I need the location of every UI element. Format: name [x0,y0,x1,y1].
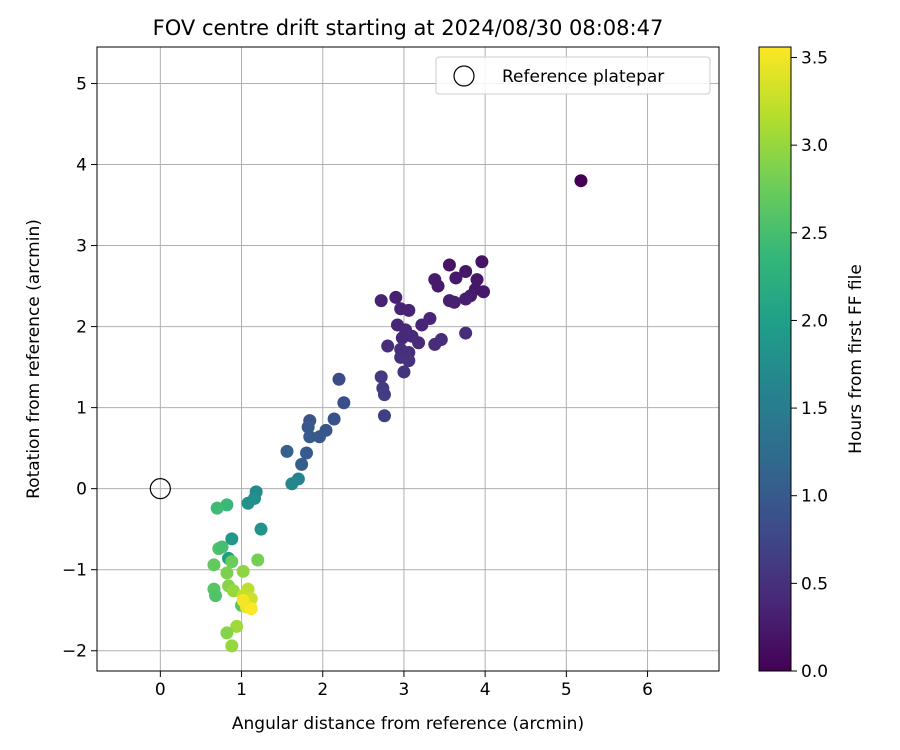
legend-marker-icon [453,65,475,87]
y-tick-label: 4 [76,156,87,176]
data-point [230,619,244,633]
legend: Reference platepar [435,56,711,95]
colorbar-label: Hours from first FF file [846,264,866,454]
data-point [402,354,416,368]
y-tick-label: 1 [76,399,87,419]
data-point [374,370,388,384]
data-point [475,255,489,269]
plot-frame [96,46,720,672]
data-point [470,273,484,287]
data-point [220,626,234,640]
colorbar-tick-label: 1.0 [801,487,828,507]
data-point [397,365,411,379]
data-point [225,555,239,569]
data-point [332,372,346,386]
y-tick-label: −2 [62,642,87,662]
data-point [244,602,258,616]
data-point [236,593,250,607]
x-tick-label: 0 [155,680,166,700]
colorbar [758,46,792,672]
x-tick-label: 5 [561,680,572,700]
data-point [236,564,250,578]
data-point [301,420,315,434]
data-point [459,326,473,340]
data-point [225,532,239,546]
data-point [381,339,395,353]
data-point [389,290,403,304]
reference-marker-group [149,478,171,500]
grid-lines [97,47,719,671]
data-point [415,318,429,332]
data-point [285,477,299,491]
legend-label: Reference platepar [502,67,664,87]
colorbar-tick-label: 2.5 [801,224,828,244]
data-point [215,540,229,554]
data-point [312,430,326,444]
data-point [254,522,268,536]
data-point [209,589,223,603]
data-point [431,279,445,293]
data-point [377,388,391,402]
data-point [395,331,409,345]
x-tick-label: 3 [399,680,410,700]
y-axis-ticks: −2 −1 0 1 2 3 4 5 [62,74,97,662]
data-point [374,294,388,308]
x-axis-label: Angular distance from reference (arcmin) [232,714,584,734]
chart-title: FOV centre drift starting at 2024/08/30 … [153,16,664,40]
x-tick-label: 1 [236,680,247,700]
x-axis-ticks: 0 1 2 3 4 5 6 [155,671,653,700]
data-point [210,501,224,515]
data-point [295,457,309,471]
data-point [299,446,313,460]
colorbar-ticks: 0.0 0.5 1.0 1.5 2.0 2.5 3.0 3.5 [791,49,828,682]
data-points [207,174,588,653]
data-point [434,333,448,347]
y-tick-label: 3 [76,237,87,257]
y-axis-label: Rotation from reference (arcmin) [24,219,44,499]
data-point [327,412,341,426]
data-point [207,558,221,572]
data-point [574,174,588,188]
colorbar-tick-label: 2.0 [801,311,828,331]
y-tick-label: 2 [76,318,87,338]
colorbar-tick-label: 3.5 [801,49,828,69]
x-tick-label: 4 [480,680,491,700]
y-tick-label: 0 [76,480,87,500]
colorbar-tick-label: 1.5 [801,399,828,419]
colorbar-tick-label: 0.5 [801,574,828,594]
data-point [303,430,317,444]
data-point [449,271,463,285]
data-point [241,496,255,510]
y-tick-label: −1 [62,561,87,581]
data-point [220,566,234,580]
data-point [477,285,491,299]
data-point [459,292,473,306]
data-point [377,409,391,423]
data-point [280,444,294,458]
data-point [251,553,265,567]
data-point [412,336,426,350]
data-point [459,264,473,278]
data-point [442,258,456,272]
data-point [225,639,239,653]
colorbar-tick-label: 3.0 [801,136,828,156]
legend-box [435,56,711,95]
colorbar-tick-label: 0.0 [801,662,828,682]
y-tick-label: 5 [76,74,87,94]
data-point [402,303,416,317]
reference-marker [149,478,171,500]
data-point [226,584,240,598]
x-tick-label: 2 [317,680,328,700]
x-tick-label: 6 [642,680,653,700]
data-point [447,295,461,309]
data-point [337,396,351,410]
